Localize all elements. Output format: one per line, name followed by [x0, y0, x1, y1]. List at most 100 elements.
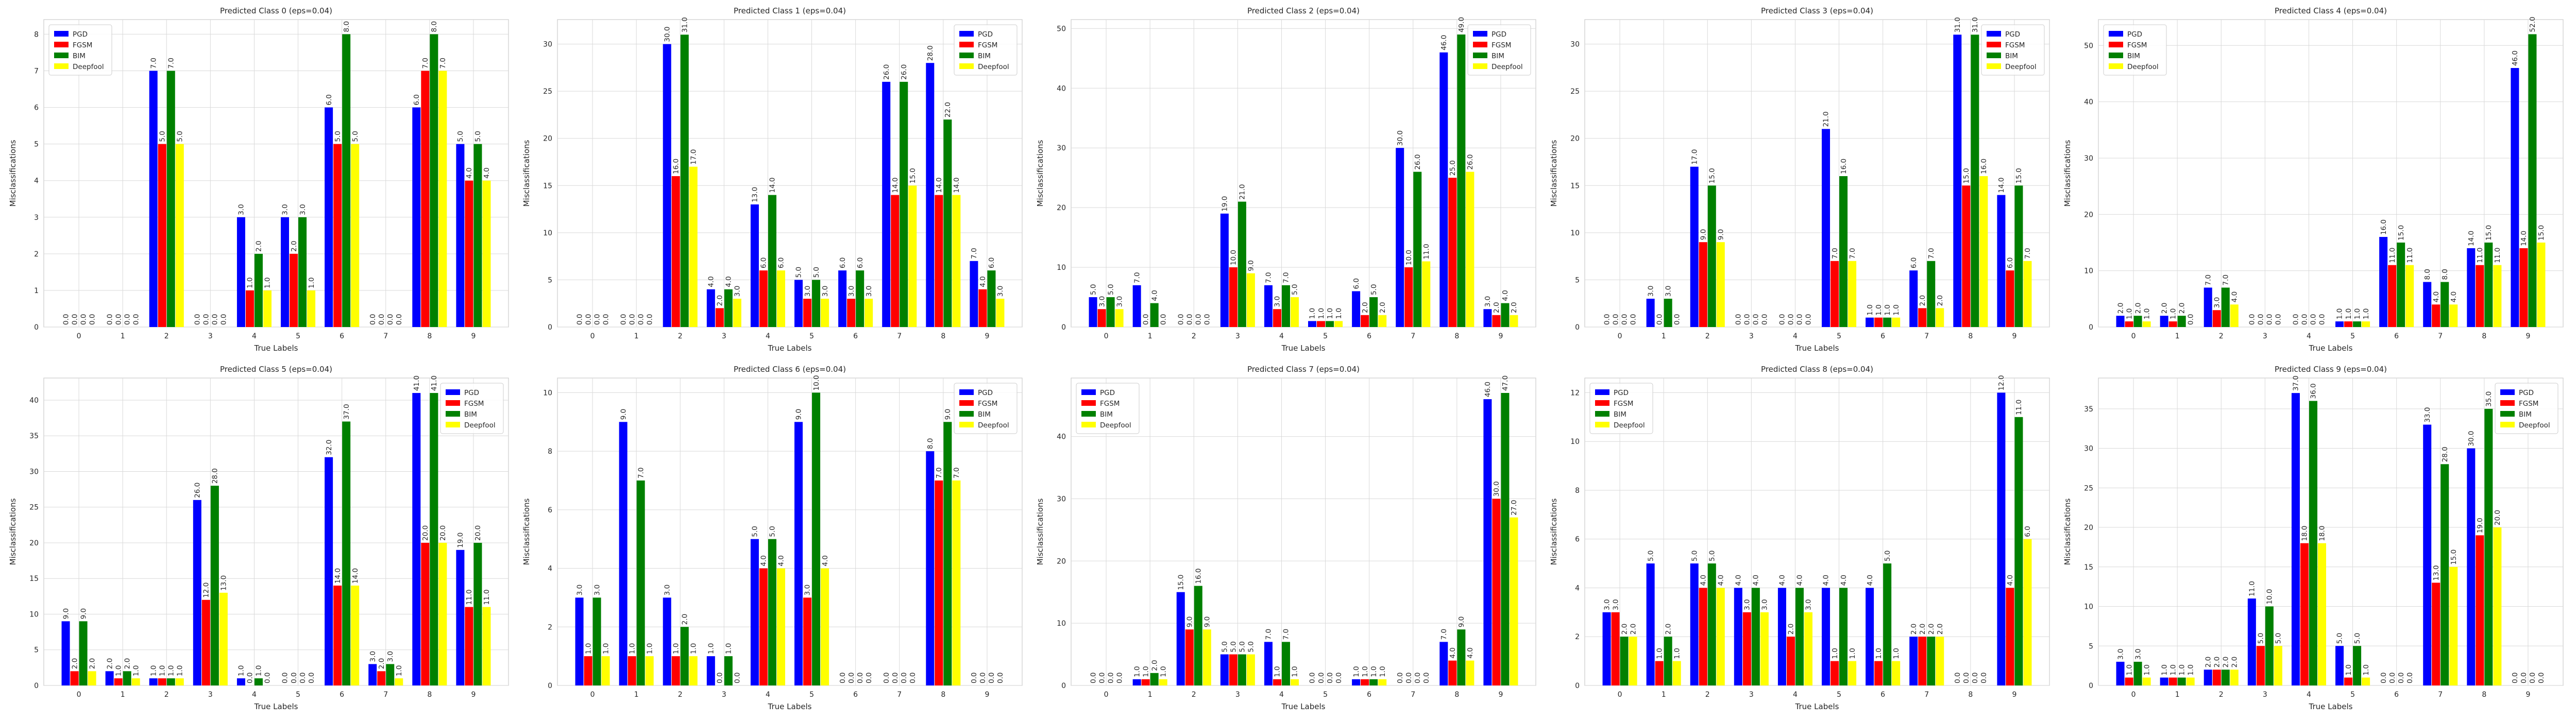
legend: PGD FGSM BIM Deepfool: [954, 383, 1018, 434]
legend-swatch-fgsm: [2500, 400, 2515, 406]
legend-swatch-pgd: [2500, 389, 2515, 395]
x-tick-label: 3: [208, 691, 213, 699]
data-label: 5.0: [1230, 641, 1238, 652]
data-label: 5.0: [456, 131, 465, 142]
legend-swatch-fgsm: [1081, 400, 1096, 406]
data-label: 36.0: [2310, 383, 2318, 399]
data-label: 16.0: [1194, 569, 1202, 584]
data-label: 7.0: [970, 248, 978, 259]
bar-deepfool: [733, 299, 741, 327]
y-axis-label: Misclassifications: [1036, 498, 1045, 565]
data-label: 5.0: [1239, 641, 1247, 652]
data-label: 0.0: [1115, 673, 1124, 683]
y-tick-label: 6: [1575, 536, 1580, 544]
legend-swatch-bim: [2109, 53, 2123, 58]
bar-fgsm: [421, 71, 430, 327]
data-label: 4.0: [1699, 575, 1707, 586]
x-tick-label: 4: [252, 691, 257, 699]
legend: PGD FGSM BIM Deepfool: [2103, 24, 2167, 76]
bar-deepfool: [645, 656, 654, 685]
bar-fgsm: [1699, 588, 1707, 685]
x-tick-label: 9: [1498, 691, 1503, 699]
data-label: 5.0: [1690, 551, 1699, 561]
data-label: 3.0: [1612, 599, 1620, 610]
data-label: 14.0: [1997, 178, 2006, 193]
y-tick-label: 2: [34, 250, 39, 259]
bar-bim: [900, 81, 908, 327]
bar-deepfool: [1466, 660, 1475, 685]
y-tick-label: 10: [2084, 603, 2093, 611]
legend-label: BIM: [2127, 52, 2140, 60]
data-label: 6.0: [1352, 278, 1361, 289]
data-label: 1.0: [2187, 664, 2195, 675]
data-label: 2.0: [2116, 303, 2125, 314]
bar-fgsm: [2344, 677, 2353, 685]
bar-pgd: [2247, 598, 2256, 685]
bar-bim: [386, 664, 395, 685]
bar-pgd: [2467, 448, 2476, 685]
bar-fgsm: [1742, 612, 1751, 685]
bar-deepfool: [776, 270, 785, 327]
data-label: 7.0: [1440, 629, 1448, 640]
x-tick-label: 2: [164, 332, 169, 340]
bar-bim: [1238, 654, 1246, 685]
y-tick-label: 30: [1057, 495, 1066, 503]
bar-deepfool: [2230, 670, 2239, 685]
data-label: 0.0: [299, 673, 307, 683]
bar-fgsm: [1185, 629, 1194, 685]
legend-label: BIM: [1100, 410, 1113, 419]
bar-bim: [1839, 588, 1848, 685]
bar-fgsm: [70, 671, 79, 685]
bar-fgsm: [2212, 670, 2221, 685]
bar-pgd: [193, 500, 201, 685]
x-tick-label: 3: [722, 332, 726, 340]
legend-swatch-fgsm: [1473, 42, 1487, 47]
data-label: 9.0: [79, 608, 88, 619]
data-label: 2.0: [1919, 624, 1927, 634]
bar-fgsm: [1229, 267, 1238, 327]
data-label: 3.0: [2213, 297, 2221, 308]
data-label: 2.0: [255, 241, 263, 251]
bar-pgd: [149, 71, 158, 327]
data-label: 2.0: [1919, 295, 1927, 306]
data-label: 0.0: [979, 673, 987, 683]
data-label: 6.0: [413, 94, 421, 105]
legend-swatch-pgd: [959, 31, 974, 37]
bar-pgd: [1483, 309, 1492, 327]
bar-fgsm: [2476, 535, 2484, 685]
data-label: 1.0: [1309, 308, 1317, 319]
data-label: 0.0: [734, 673, 742, 683]
legend: PGD FGSM BIM Deepfool: [954, 24, 1018, 76]
x-tick-label: 8: [941, 332, 945, 340]
data-label: 0.0: [62, 314, 70, 325]
bar-pgd: [2511, 68, 2519, 328]
data-label: 5.0: [1291, 284, 1299, 295]
bar-deepfool: [2230, 304, 2239, 327]
data-label: 2.0: [1910, 624, 1918, 634]
data-label: 4.0: [465, 167, 473, 178]
legend-label: Deepfool: [2519, 421, 2550, 430]
data-label: 0.0: [2248, 314, 2257, 325]
data-label: 5.0: [1221, 641, 1229, 652]
y-axis-label: Misclassifications: [1549, 140, 1558, 207]
data-label: 1.0: [628, 643, 636, 654]
data-label: 0.0: [106, 314, 114, 325]
bar-bim: [342, 421, 351, 685]
data-label: 9.0: [1185, 616, 1194, 627]
data-label: 7.0: [167, 58, 175, 68]
bar-deepfool: [482, 180, 491, 327]
data-label: 6.0: [760, 258, 768, 268]
bar-bim: [1927, 637, 1936, 685]
data-label: 15.0: [1708, 168, 1716, 183]
bar-fgsm: [2212, 310, 2221, 327]
data-label: 0.0: [593, 314, 601, 325]
data-label: 6.0: [1910, 258, 1918, 268]
y-tick-label: 25: [1570, 88, 1580, 96]
y-axis-label: Misclassifications: [1549, 498, 1558, 565]
legend-box: [48, 24, 112, 76]
bar-deepfool: [2142, 677, 2151, 685]
